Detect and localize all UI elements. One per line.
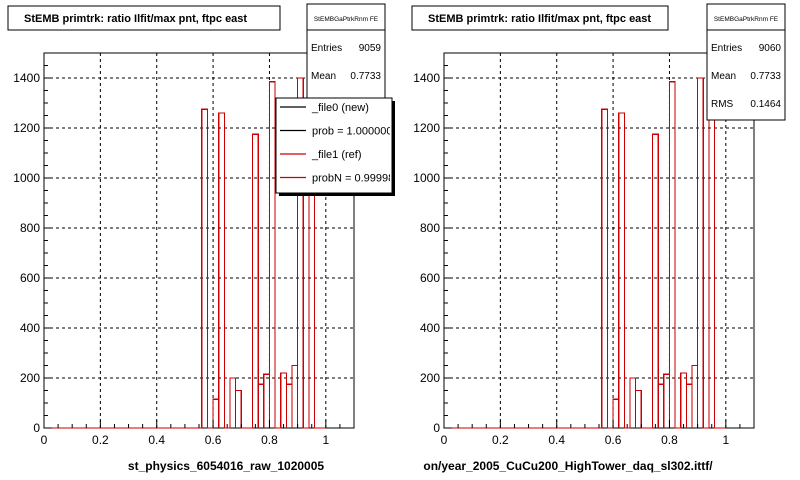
legend-label: _file0 (new): [311, 102, 369, 114]
x-axis-label: on/year_2005_CuCu200_HighTower_daq_sl302…: [423, 459, 713, 473]
histogram-bin: [653, 134, 659, 428]
y-tick-label: 1200: [13, 121, 40, 135]
histogram-bin: [692, 366, 698, 429]
title-box: [7, 5, 281, 31]
stats-label: Mean: [311, 71, 336, 82]
stats-label: Entries: [711, 43, 742, 54]
chart-title: StEMB primtrk: ratio Ilfit/max pnt, ftpc…: [428, 13, 651, 25]
histogram-bin: [658, 384, 664, 428]
histogram-bin: [619, 113, 625, 428]
y-tick-label: 800: [20, 221, 40, 235]
histogram-bin: [698, 78, 704, 428]
stats-value: 0.7733: [350, 71, 381, 82]
x-tick-label: 0.8: [661, 433, 678, 447]
y-tick-label: 1000: [13, 171, 40, 185]
histogram-bin: [213, 399, 219, 428]
legend-label: _file1 (ref): [311, 149, 362, 161]
legend-label: prob = 1.000000: [312, 126, 392, 138]
histogram-bin: [264, 374, 270, 428]
chart-title: StEMB primtrk: ratio Ilfit/max pnt, ftpc…: [24, 13, 247, 25]
histogram-bin: [253, 134, 259, 428]
stats-name: StEMBGaPtrkRnm FE: [314, 16, 379, 23]
histogram-bin: [230, 378, 236, 428]
y-tick-label: 400: [20, 321, 40, 335]
histogram-bin: [709, 78, 715, 428]
stats-value: 9060: [759, 43, 782, 54]
stats-label: Mean: [711, 71, 736, 82]
y-tick-label: 200: [420, 371, 440, 385]
x-tick-label: 0: [41, 433, 48, 447]
y-tick-label: 1200: [413, 121, 440, 135]
y-tick-label: 600: [20, 271, 40, 285]
stats-name: StEMBGaPtrkRnm FE: [714, 16, 779, 23]
y-tick-label: 400: [420, 321, 440, 335]
histogram-bin: [636, 391, 642, 429]
histogram-bin: [664, 374, 670, 428]
stats-label: RMS: [711, 99, 734, 110]
histogram-bin: [292, 366, 298, 429]
stats-value: 0.1464: [750, 99, 781, 110]
histogram-bin: [686, 384, 692, 428]
histogram-bin: [269, 82, 275, 428]
histogram-bin: [286, 384, 292, 428]
x-axis-label: st_physics_6054016_raw_1020005: [128, 459, 324, 473]
y-tick-label: 0: [33, 421, 40, 435]
x-tick-label: 0.8: [261, 433, 278, 447]
title-box: [411, 5, 669, 31]
histogram-bin: [602, 109, 608, 428]
stats-box: StEMBGaPtrkRnm FE Entries 9060 Mean 0.7733 RM…: [706, 3, 786, 121]
y-tick-label: 1400: [413, 71, 440, 85]
x-tick-label: 0.2: [492, 433, 509, 447]
histogram-bin: [236, 391, 242, 429]
histogram-bin: [258, 384, 264, 428]
histogram-bin: [630, 378, 636, 428]
x-tick-label: 0.4: [548, 433, 565, 447]
x-tick-label: 0.4: [148, 433, 165, 447]
x-tick-label: 0: [441, 433, 448, 447]
x-tick-label: 0.6: [605, 433, 622, 447]
histogram-series-1: [444, 77, 726, 429]
histogram-bin: [202, 109, 208, 428]
x-tick-label: 1: [322, 433, 329, 447]
plot-frame: [443, 52, 755, 429]
x-tick-label: 1: [722, 433, 729, 447]
histogram-bin: [219, 113, 225, 428]
histogram-panel-1: 0 0.2 0.4 0.6 0.8 1 0 200 400 600 800 1000 1200 1400 S…: [7, 3, 400, 473]
y-tick-label: 0: [433, 421, 440, 435]
stats-value: 0.7733: [750, 71, 781, 82]
x-tick-label: 0.6: [205, 433, 222, 447]
histogram-bin: [613, 399, 619, 428]
stats-box: StEMBGaPtrkRnm FE Entries 9059 Mean 0.7733: [306, 3, 386, 115]
histogram-bin: [669, 82, 675, 428]
y-tick-label: 800: [420, 221, 440, 235]
legend-label: probN = 0.999989: [312, 173, 400, 185]
stats-label: Entries: [311, 43, 342, 54]
y-tick-label: 600: [420, 271, 440, 285]
y-tick-label: 1000: [413, 171, 440, 185]
stats-value: 9059: [359, 43, 382, 54]
x-tick-label: 0.2: [92, 433, 109, 447]
histogram-panel-2: 0 0.2 0.4 0.6 0.8 1 0 200 400 600 800 1000 1200 1400 S…: [411, 3, 786, 473]
histogram-series-2: [44, 77, 326, 429]
histogram-bin: [681, 373, 687, 428]
legend: _file0 (new) prob = 1.000000 _file1 (ref) p…: [275, 97, 400, 196]
y-tick-label: 1400: [13, 71, 40, 85]
histogram-bin: [281, 373, 287, 428]
y-tick-label: 200: [20, 371, 40, 385]
